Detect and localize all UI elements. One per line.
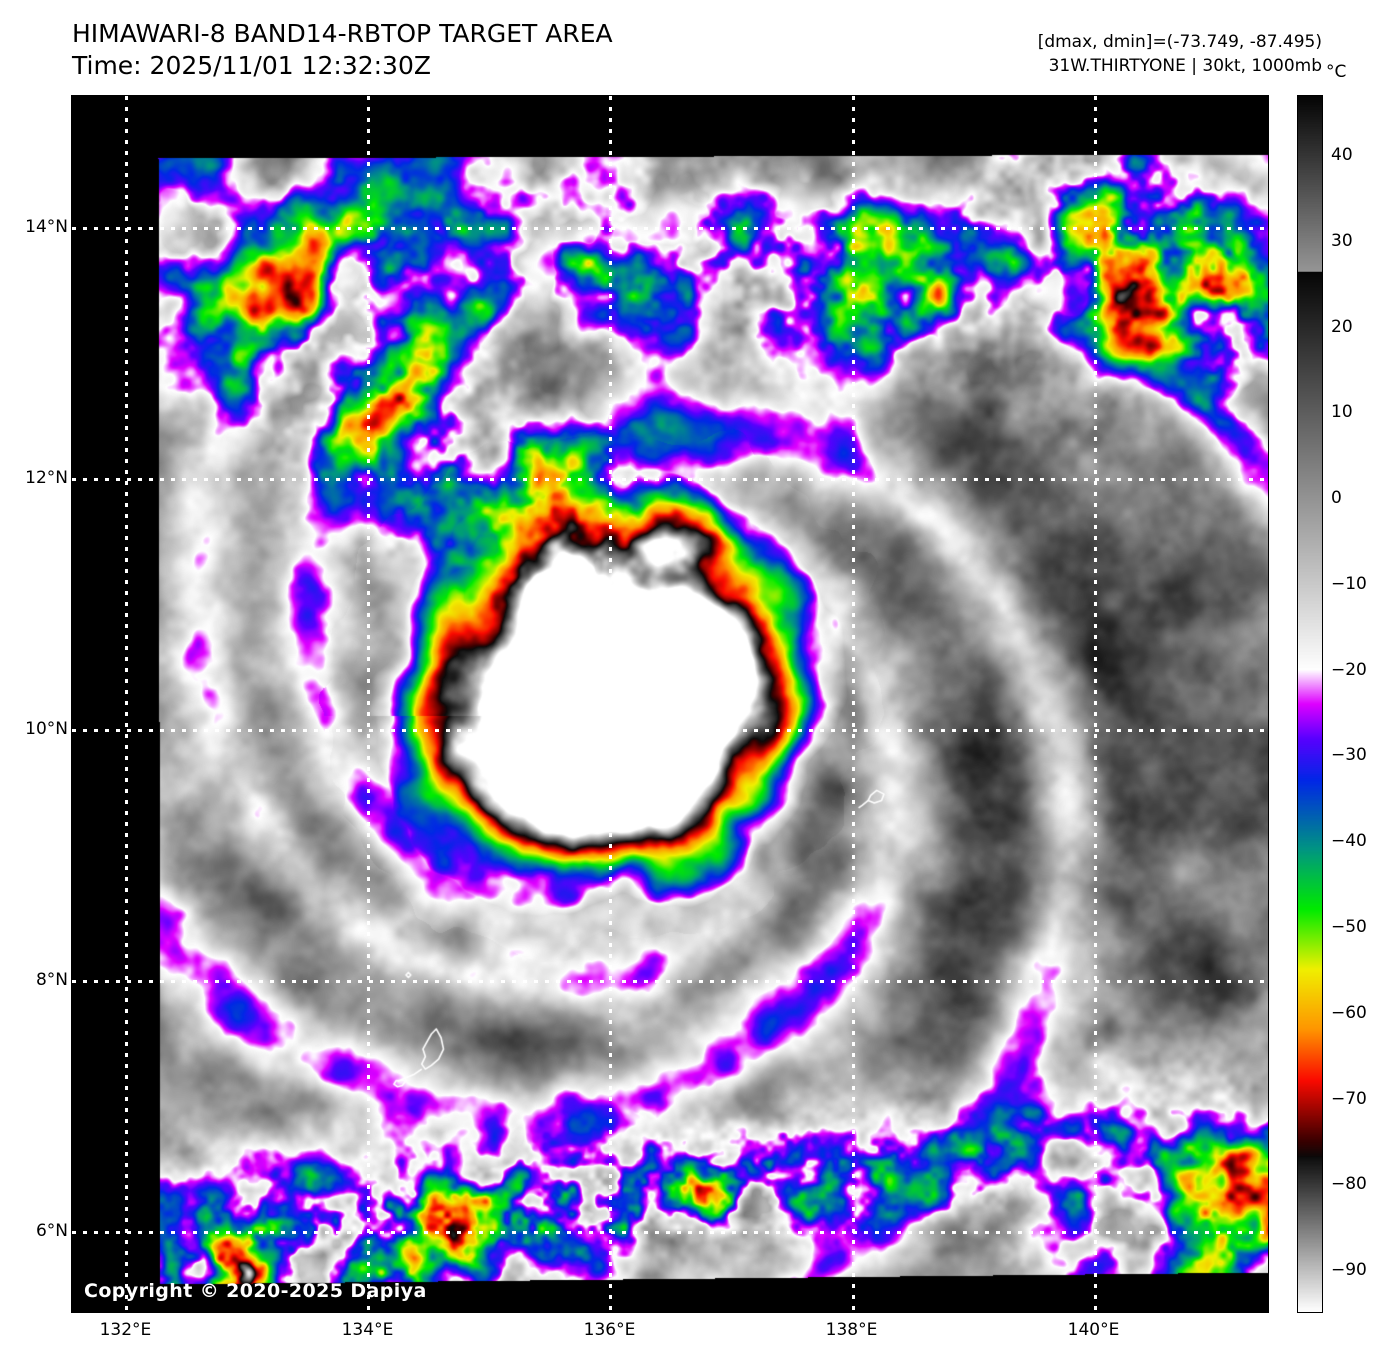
colorbar-tick--30: −30: [1331, 745, 1367, 766]
lon-tick-label-132: 132°E: [99, 1320, 152, 1340]
lat-tick-label-12: 12°N: [25, 467, 68, 488]
colorbar-tick--60: −60: [1331, 1002, 1367, 1023]
colorbar-tick--90: −90: [1331, 1260, 1367, 1281]
colorbar-tick-0: 0: [1331, 488, 1342, 509]
storm-info-label: 31W.THIRTYONE | 30kt, 1000mb: [1048, 56, 1322, 76]
colorbar: [1297, 95, 1323, 1313]
colorbar-tick--40: −40: [1331, 831, 1367, 852]
lat-tick-label-8: 8°N: [35, 970, 68, 991]
lon-tick-label-138: 138°E: [825, 1320, 878, 1340]
lat-tick-label-10: 10°N: [25, 719, 68, 740]
satellite-image-plot: Copyright © 2020-2025 Dapiya: [71, 95, 1269, 1313]
colorbar-tick-10: 10: [1331, 402, 1353, 423]
colorbar-tick-20: 20: [1331, 316, 1353, 337]
brightness-temperature-raster: [72, 96, 1268, 1312]
lon-tick-label-136: 136°E: [583, 1320, 636, 1340]
page-title: HIMAWARI-8 BAND14-RBTOP TARGET AREA Time…: [72, 18, 613, 82]
colorbar-tick-30: 30: [1331, 230, 1353, 251]
satellite-swath: [72, 96, 1268, 1312]
colorbar-unit-label: °C: [1326, 62, 1347, 82]
colorbar-tick--50: −50: [1331, 917, 1367, 937]
colorbar-tick--70: −70: [1331, 1088, 1367, 1109]
dmax-dmin-label: [dmax, dmin]=(-73.749, -87.495): [1037, 32, 1322, 52]
product-title: HIMAWARI-8 BAND14-RBTOP TARGET AREA: [72, 19, 613, 48]
metadata-block: [dmax, dmin]=(-73.749, -87.495) 31W.THIR…: [1038, 30, 1322, 78]
timestamp-line: Time: 2025/11/01 12:32:30Z: [72, 51, 431, 80]
copyright-label: Copyright © 2020-2025 Dapiya: [84, 1280, 427, 1302]
lat-tick-label-6: 6°N: [35, 1221, 68, 1242]
lon-tick-label-134: 134°E: [341, 1320, 394, 1340]
colorbar-tick--10: −10: [1331, 573, 1367, 594]
colorbar-tick--80: −80: [1331, 1174, 1367, 1195]
colorbar-tick--20: −20: [1331, 659, 1367, 680]
colorbar-tick-40: 40: [1331, 145, 1353, 166]
lon-tick-label-140: 140°E: [1067, 1320, 1120, 1340]
colorbar-gradient: [1297, 95, 1323, 1313]
lat-tick-label-14: 14°N: [25, 216, 68, 237]
